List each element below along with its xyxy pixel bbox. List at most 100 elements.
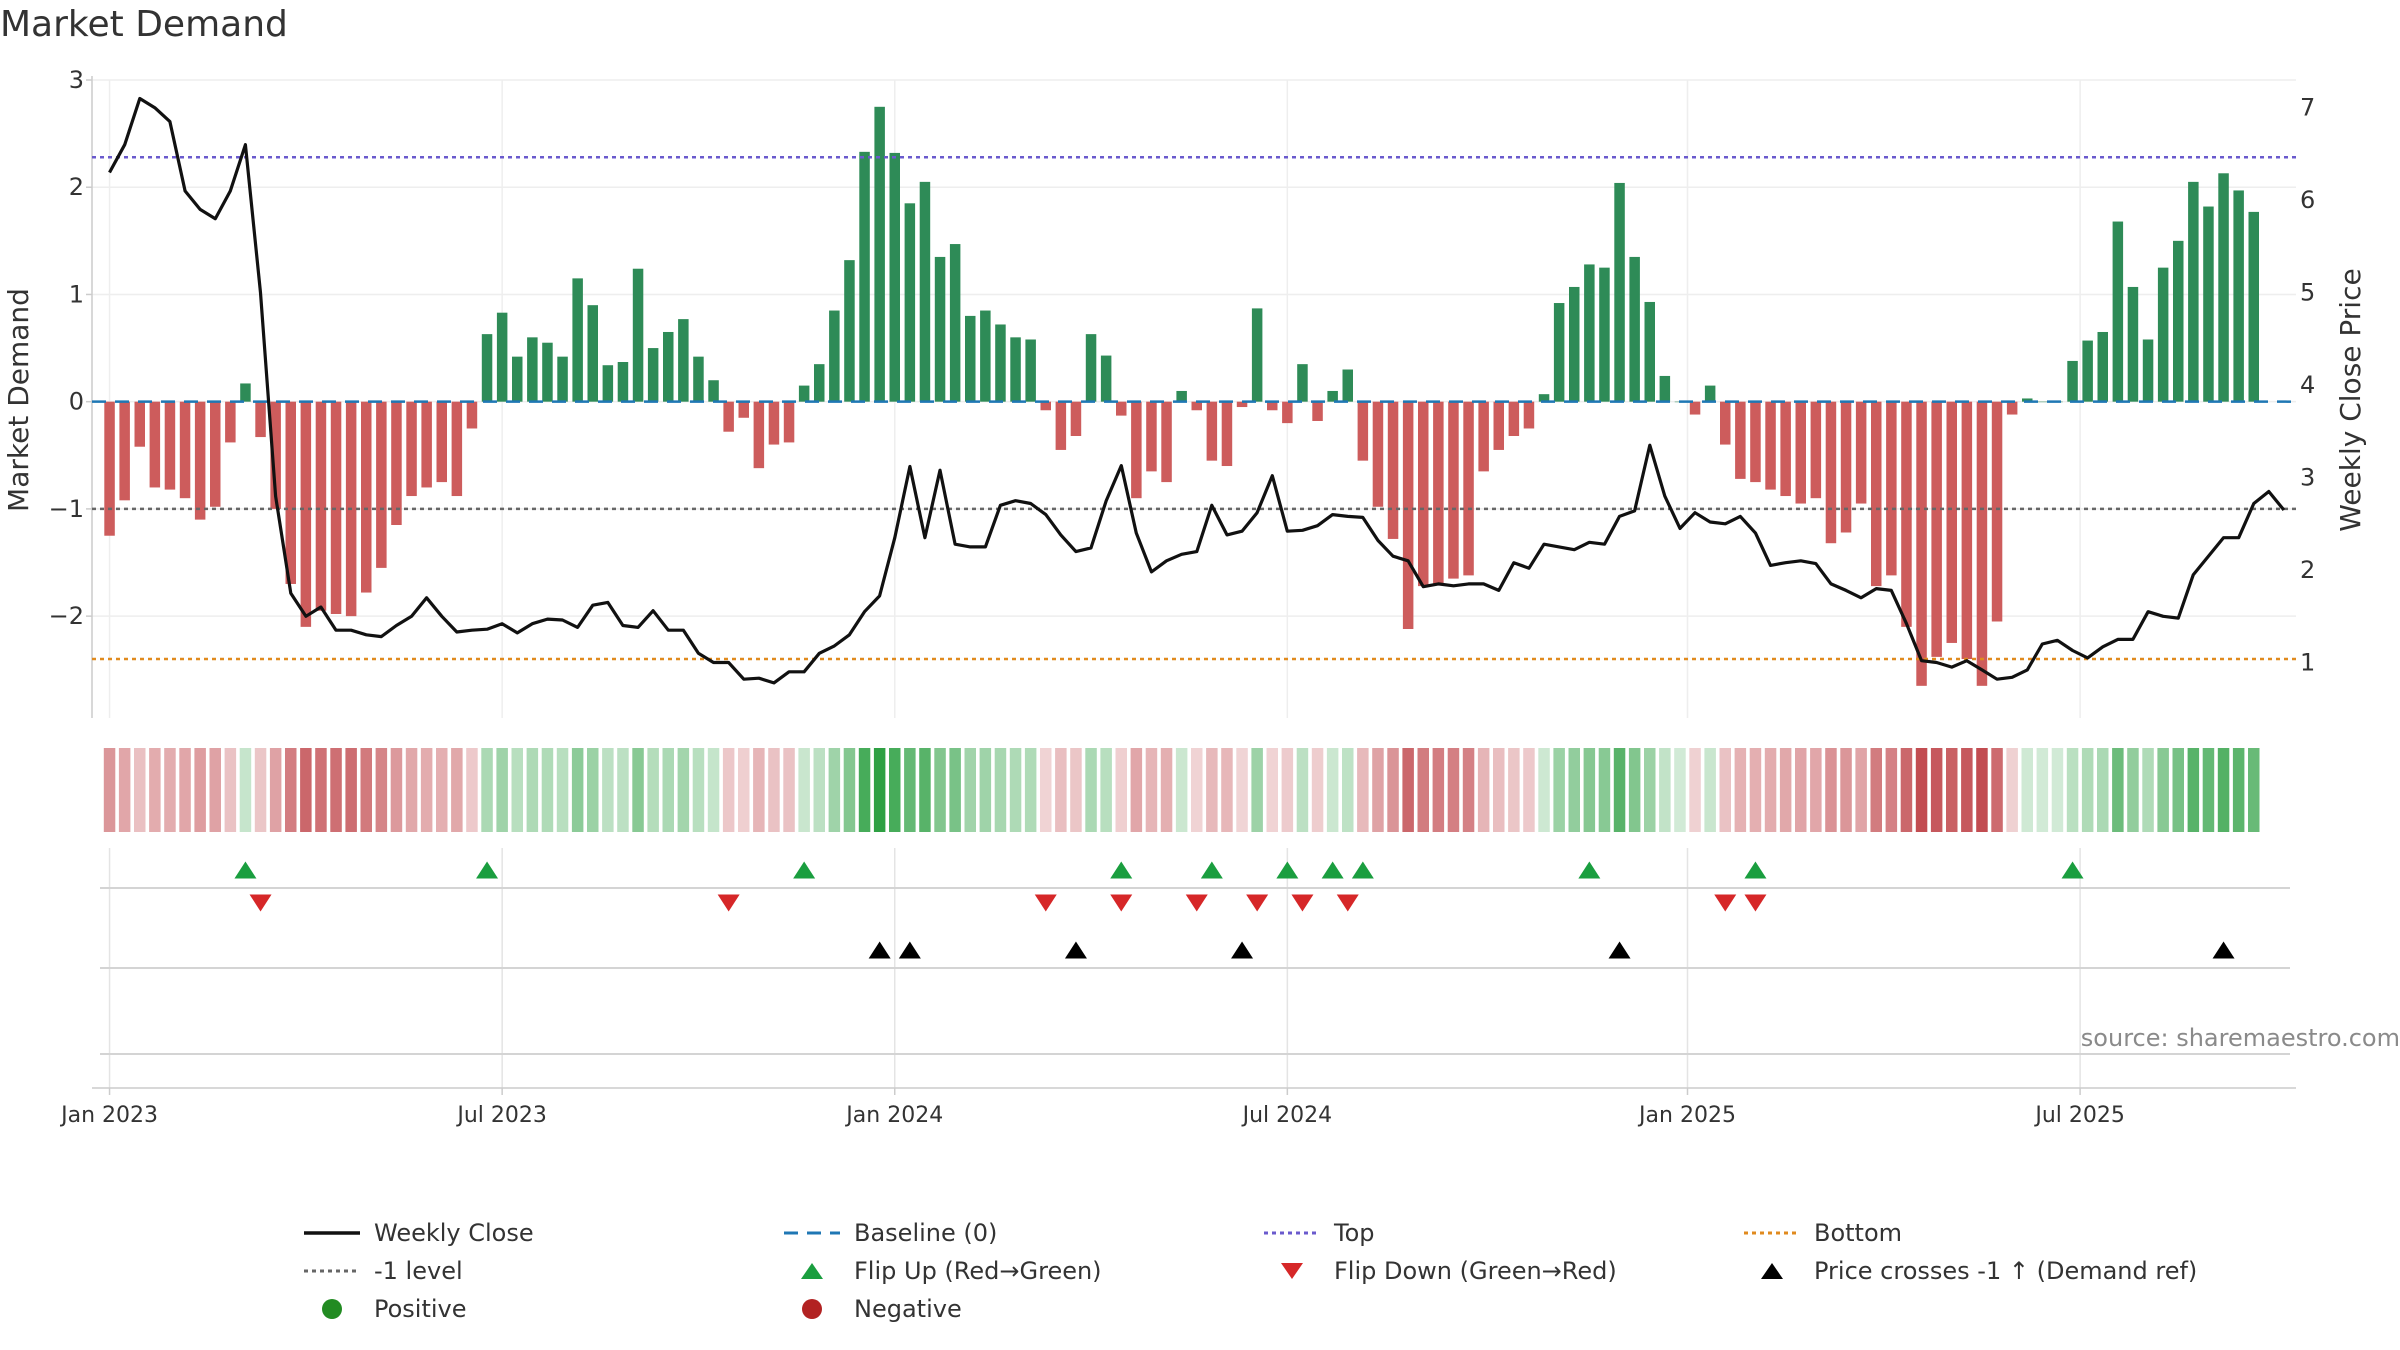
demand-bar bbox=[406, 401, 417, 497]
heat-cell bbox=[1930, 748, 1943, 832]
demand-bar bbox=[391, 401, 402, 525]
demand-bar bbox=[481, 334, 493, 402]
heat-cell bbox=[511, 748, 523, 832]
x-tick-label: Jul 2025 bbox=[2033, 1103, 2125, 1128]
demand-bar bbox=[647, 348, 659, 402]
legend-label: Negative bbox=[854, 1295, 962, 1323]
heat-cell bbox=[2112, 748, 2124, 832]
heat-cell bbox=[2127, 748, 2139, 832]
demand-bar bbox=[1342, 369, 1353, 402]
heat-cell bbox=[1508, 748, 1520, 832]
weekly-close-line bbox=[108, 96, 2286, 685]
demand-bar bbox=[1025, 339, 1036, 402]
demand-bar bbox=[1795, 401, 1806, 504]
demand-bar bbox=[1735, 401, 1746, 479]
heat-cell bbox=[2248, 748, 2260, 832]
heat-cell bbox=[1009, 748, 1022, 832]
heat-cell bbox=[979, 748, 992, 832]
chart-title: Market Demand bbox=[0, 4, 288, 45]
demand-bar bbox=[2188, 181, 2199, 402]
heat-cell bbox=[1719, 748, 1731, 832]
heat-cell bbox=[1432, 748, 1445, 832]
demand-bar bbox=[814, 364, 825, 402]
heat-cell bbox=[1644, 748, 1656, 832]
y2-tick-label: 4 bbox=[2300, 371, 2315, 399]
legend-swatch bbox=[801, 1263, 823, 1279]
demand-bar bbox=[1553, 303, 1565, 402]
heat-cell bbox=[164, 748, 176, 832]
demand-bar bbox=[919, 181, 931, 402]
heat-cell bbox=[843, 748, 856, 832]
demand-bar bbox=[1855, 401, 1867, 504]
heat-cell bbox=[1870, 748, 1882, 832]
heat-cell bbox=[1387, 748, 1399, 832]
heat-cell bbox=[1598, 748, 1611, 832]
heat-cell bbox=[2202, 748, 2215, 832]
heat-cell bbox=[1613, 748, 1626, 832]
legend-label: Flip Down (Green→Red) bbox=[1334, 1257, 1617, 1285]
x-tick-label: Jan 2024 bbox=[844, 1103, 943, 1128]
demand-bar bbox=[557, 356, 568, 402]
demand-bar bbox=[678, 319, 689, 402]
legend-swatch bbox=[1264, 1231, 1320, 1235]
heat-cell bbox=[1311, 748, 1324, 832]
flip-up-marker bbox=[234, 861, 257, 879]
heat-cell bbox=[1477, 748, 1490, 832]
heat-cell bbox=[1779, 748, 1792, 832]
heat-cell bbox=[2006, 748, 2018, 832]
legend-item: Bottom bbox=[1740, 1214, 1902, 1252]
flip-up-marker bbox=[1110, 861, 1133, 879]
heat-cell bbox=[496, 748, 508, 832]
demand-bar bbox=[1161, 401, 1172, 483]
demand-bar bbox=[1780, 401, 1791, 497]
legend-label: Bottom bbox=[1814, 1219, 1903, 1247]
demand-bar bbox=[466, 401, 478, 429]
heat-cell bbox=[904, 748, 916, 832]
heat-cell bbox=[1900, 748, 1913, 832]
demand-bar bbox=[708, 380, 719, 402]
demand-bar bbox=[1387, 401, 1399, 539]
demand-bar bbox=[1886, 401, 1897, 576]
demand-bar bbox=[542, 342, 553, 402]
demand-bar bbox=[844, 260, 855, 402]
flip-down-marker bbox=[1714, 894, 1737, 912]
heat-cell bbox=[1266, 748, 1278, 832]
heat-cell bbox=[541, 748, 554, 832]
demand-bar bbox=[1418, 401, 1429, 587]
demand-bar bbox=[2157, 267, 2169, 402]
demand-bar bbox=[1251, 308, 1263, 402]
flip-down-marker bbox=[1034, 894, 1057, 912]
heat-cell bbox=[1946, 748, 1958, 832]
demand-bar bbox=[2142, 339, 2154, 402]
demand-bar bbox=[995, 324, 1006, 402]
demand-bar bbox=[934, 256, 946, 402]
heat-cell bbox=[1085, 748, 1097, 832]
chart-legend: Weekly Close Baseline (0) Top Bottom -1 leve… bbox=[300, 1214, 2260, 1334]
heat-cell bbox=[2142, 748, 2154, 832]
heat-cell bbox=[1251, 748, 1263, 832]
demand-bar bbox=[1116, 401, 1127, 416]
heat-cell bbox=[2021, 748, 2033, 832]
legend-label: Weekly Close bbox=[374, 1219, 534, 1247]
heat-cell bbox=[1221, 748, 1233, 832]
flip-down-marker bbox=[1110, 894, 1133, 912]
demand-bar bbox=[904, 203, 916, 402]
heat-cell bbox=[1674, 748, 1686, 832]
y-tick-label: 0 bbox=[69, 388, 84, 416]
heat-cell bbox=[194, 748, 206, 832]
heat-cell bbox=[1704, 748, 1716, 832]
legend-label: Price crosses -1 ↑ (Demand ref) bbox=[1814, 1257, 2198, 1285]
heat-cell bbox=[1130, 748, 1143, 832]
heat-cell bbox=[269, 748, 282, 832]
demand-bar bbox=[1946, 401, 1957, 643]
demand-bar bbox=[1191, 401, 1202, 411]
heat-cell bbox=[2066, 748, 2079, 832]
demand-bar bbox=[2203, 206, 2214, 402]
demand-bar bbox=[1871, 401, 1882, 587]
heat-cell bbox=[1417, 748, 1429, 832]
demand-bar bbox=[1297, 364, 1308, 402]
demand-bar bbox=[2218, 173, 2229, 402]
heat-cell bbox=[2051, 748, 2064, 832]
heat-cell bbox=[179, 748, 191, 832]
heat-cell bbox=[1055, 748, 1067, 832]
